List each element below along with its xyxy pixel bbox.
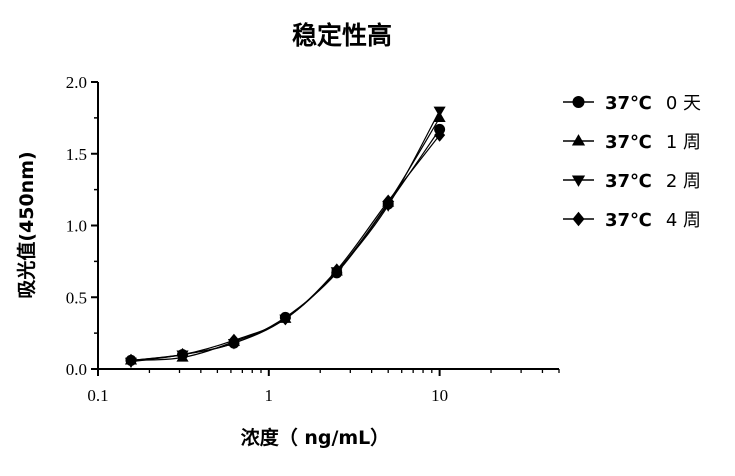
y-tick-label: 0.5 <box>66 288 87 307</box>
legend-label: 37℃ 4 周 <box>605 210 701 231</box>
x-axis-label: 浓度（ ng/mL） <box>241 426 390 449</box>
data-point-s3 <box>382 194 394 208</box>
y-tick-label: 1.5 <box>66 145 87 164</box>
legend-entry-2: 37℃ 2 周 <box>563 171 701 192</box>
legend-entry-3: 37℃ 4 周 <box>563 210 701 231</box>
y-tick-label: 1.0 <box>66 217 87 236</box>
legend-label: 37℃ 2 周 <box>605 171 701 192</box>
data-point-s2 <box>433 106 446 118</box>
x-tick-label: 10 <box>431 386 448 405</box>
data-point-s3 <box>331 263 343 277</box>
y-tick-label: 2.0 <box>66 73 87 92</box>
x-tick-label: 0.1 <box>87 386 108 405</box>
legend-entry-0: 37℃ 0 天 <box>563 93 701 114</box>
data-point-s3 <box>177 348 189 362</box>
data-point-s3 <box>279 312 291 326</box>
legend: 37℃ 0 天 37℃ 1 周 37℃ 2 周 37℃ 4 周 <box>563 93 701 231</box>
legend-label: 37℃ 1 周 <box>605 132 701 153</box>
axes: 0.0 0.5 1.0 1.5 2.0 0.1 1 10 <box>66 73 560 405</box>
series-line-3 <box>130 134 441 361</box>
data-point-s3 <box>434 128 446 142</box>
legend-marker <box>572 211 585 227</box>
legend-label: 37℃ 0 天 <box>605 93 701 114</box>
chart-title: 稳定性高 <box>292 21 392 50</box>
legend-marker <box>572 96 585 108</box>
data-point-s3 <box>125 353 137 367</box>
series-markers <box>124 106 446 369</box>
x-tick-label: 1 <box>265 386 274 405</box>
legend-entry-1: 37℃ 1 周 <box>563 132 701 153</box>
series-line-0 <box>130 129 441 361</box>
y-axis-label: 吸光值(450nm) <box>15 151 38 298</box>
legend-marker <box>571 175 586 187</box>
data-point-s3 <box>228 333 240 347</box>
legend-marker <box>571 134 586 146</box>
y-tick-label: 0.0 <box>66 360 87 379</box>
